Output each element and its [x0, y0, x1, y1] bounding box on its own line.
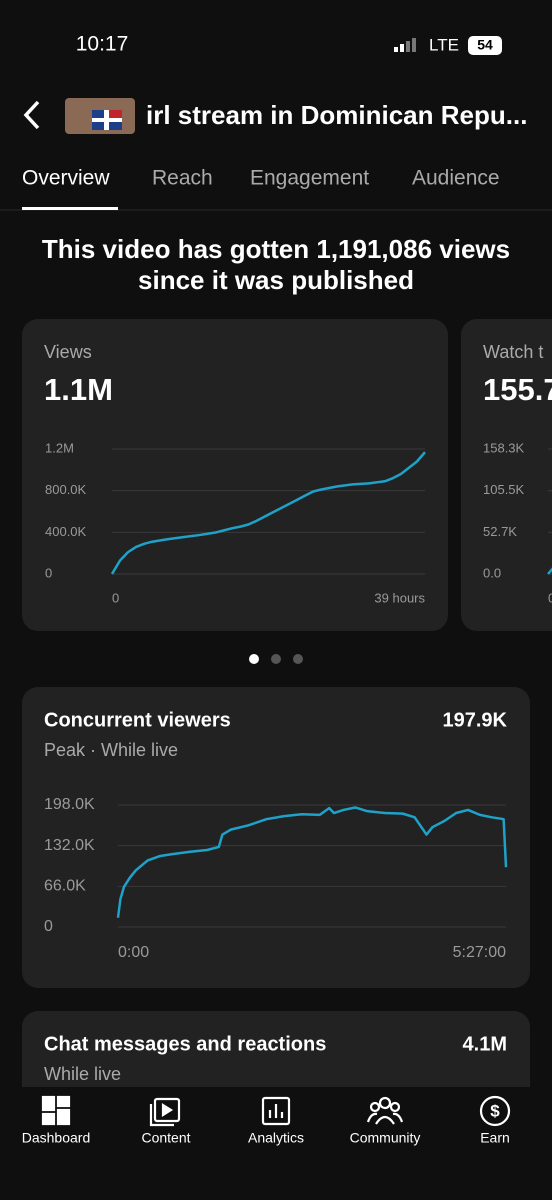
line [547, 567, 552, 575]
y-tick-label: 158.3K [483, 440, 525, 455]
card-label: Views [44, 342, 92, 362]
y-tick-label: 66.0K [44, 878, 86, 895]
card[interactable] [461, 319, 552, 631]
earn-glyph: $ [490, 1101, 500, 1120]
y-tick-label: 0 [45, 565, 52, 580]
y-tick-label: 132.0K [44, 837, 95, 854]
line [116, 806, 508, 918]
headline: This video has gotten 1,191,086 views [42, 234, 510, 264]
video-title: irl stream in Dominican Repu... [146, 100, 527, 130]
back-button[interactable] [23, 100, 40, 130]
card-subtitle: Peak · While live [44, 740, 178, 760]
nav-label[interactable]: Analytics [248, 1130, 304, 1146]
card-value: 155.7 [483, 372, 552, 407]
status-time: 10:17 [76, 33, 129, 56]
status-network: LTE [429, 35, 459, 54]
card-label: Watch t [483, 342, 543, 362]
nav-label[interactable]: Community [350, 1130, 421, 1146]
thumbnail [65, 98, 135, 134]
line [110, 451, 426, 575]
x-tick-label: 0 [112, 590, 119, 605]
nav-label[interactable]: Content [141, 1130, 190, 1146]
battery [468, 36, 502, 55]
card-title: Concurrent viewers [44, 709, 231, 731]
y-tick-label: 1.2M [45, 440, 74, 455]
card-value: 1.1M [44, 372, 113, 407]
card-title: Chat messages and reactions [44, 1033, 326, 1055]
nav-icons: $ [41, 1095, 511, 1127]
tab[interactable]: Reach [152, 167, 213, 190]
card-value: 4.1M [463, 1033, 507, 1055]
y-tick-label: 0.0 [483, 565, 501, 580]
y-tick-label: 105.5K [483, 482, 525, 497]
x-tick-label: 39 hours [374, 590, 425, 605]
pager [249, 654, 303, 664]
tab-indicator [22, 207, 118, 210]
card[interactable] [22, 687, 530, 988]
x-tick-label: 0:00 [118, 944, 149, 961]
tab[interactable]: Engagement [250, 167, 369, 190]
y-tick-label: 198.0K [44, 796, 95, 813]
tab[interactable]: Audience [412, 167, 500, 190]
x-tick-label: 0 [548, 590, 552, 605]
card-subtitle: While live [44, 1064, 121, 1084]
y-tick-label: 400.0K [45, 524, 87, 539]
signal [394, 38, 416, 52]
y-tick-label: 52.7K [483, 524, 517, 539]
nav-label[interactable]: Earn [480, 1130, 510, 1146]
card-value: 197.9K [443, 709, 508, 731]
battery-level: 54 [477, 37, 493, 53]
x-tick-label: 5:27:00 [453, 944, 506, 961]
tab[interactable]: Overview [22, 167, 110, 190]
nav-label[interactable]: Dashboard [22, 1130, 91, 1146]
y-tick-label: 0 [44, 918, 53, 935]
y-tick-label: 800.0K [45, 482, 87, 497]
card[interactable] [22, 319, 448, 631]
headline: since it was published [138, 265, 414, 295]
